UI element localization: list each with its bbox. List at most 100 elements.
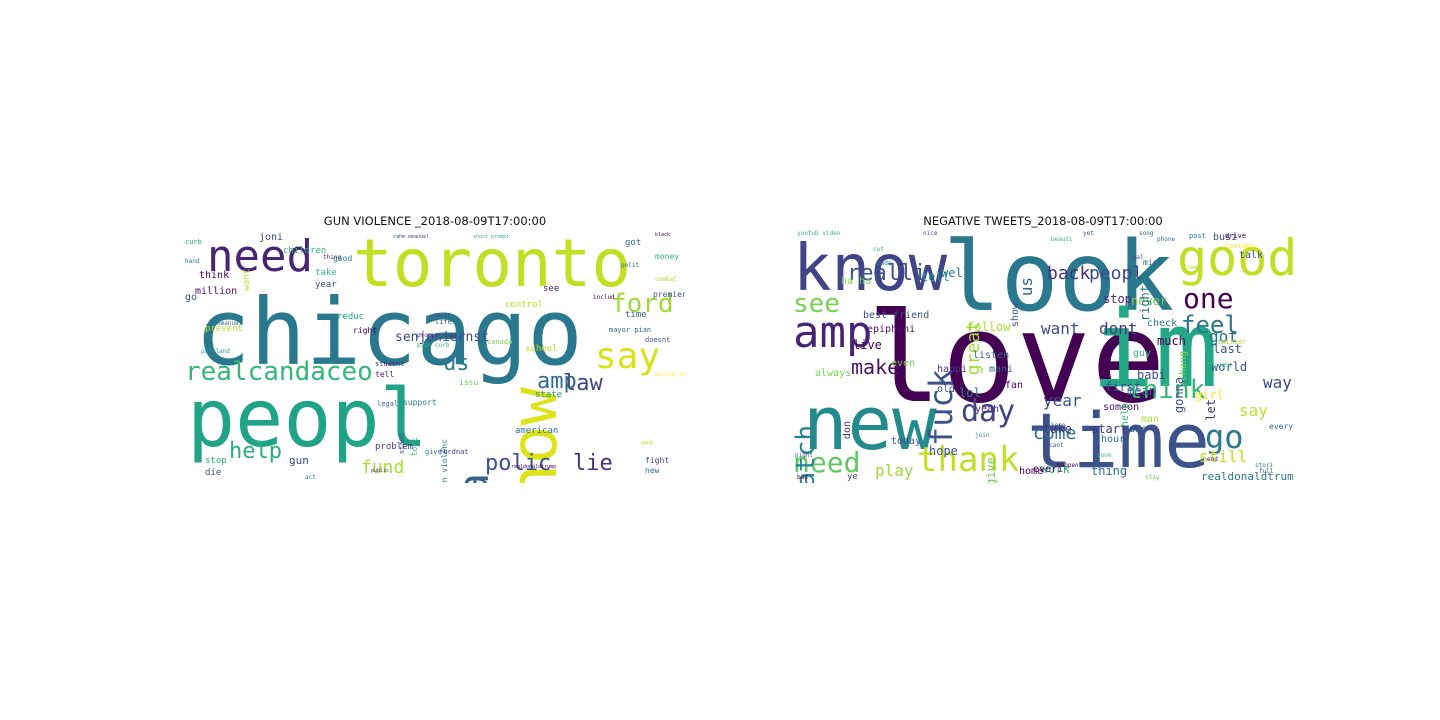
cloud-word: amp (537, 369, 577, 394)
cloud-word: day (961, 394, 1016, 429)
cloud-word: chicago (195, 279, 583, 386)
cloud-word: play (875, 461, 914, 480)
cloud-word: first (1105, 380, 1142, 394)
cloud-word: say (1239, 401, 1268, 420)
cloud-word: american (515, 426, 559, 436)
cloud-word: epiphani (867, 324, 916, 335)
cloud-word: miss (1143, 258, 1163, 267)
cloud-word: reduc (337, 312, 365, 322)
word-cloud: love im look time new know good amp fuck thank nee… (793, 229, 1293, 483)
cloud-word: beauti (1051, 236, 1073, 243)
cloud-word: phone (1157, 236, 1176, 243)
cloud-word: busi (1213, 232, 1238, 243)
cloud-word: amp (793, 307, 873, 358)
cloud-word: cant (1049, 442, 1064, 449)
cloud-word: go (185, 292, 198, 303)
cloud-word: know (793, 232, 948, 306)
cloud-word: night (795, 452, 814, 459)
cloud-word: check (1147, 318, 1178, 329)
cloud-word: toronto (353, 229, 632, 302)
cloud-word: children (283, 246, 327, 256)
cloud-word: realli (847, 261, 927, 286)
cloud-word: student (375, 360, 405, 368)
cloud-word: cut (873, 246, 884, 253)
cloud-word: rahm emanuel (393, 234, 430, 240)
cloud-word: state (535, 390, 563, 400)
cloud-word: always (815, 368, 852, 379)
cloud-word: polic (485, 451, 552, 476)
cloud-word: happen (1057, 462, 1079, 469)
cloud-word: realcandaceo (185, 357, 373, 387)
cloud-word: free (1183, 264, 1198, 271)
cloud-word: doesnt (645, 336, 671, 344)
cloud-word: one (1183, 282, 1234, 315)
cloud-word: fight (645, 456, 670, 465)
cloud-word: stay (1145, 474, 1160, 481)
cloud-word: home (1019, 466, 1044, 477)
cloud-word: got (1209, 327, 1238, 346)
cloud-word: made (877, 260, 892, 267)
cloud-word: im (1091, 288, 1219, 411)
cloud-word: need (207, 231, 313, 282)
cloud-word: good (333, 254, 353, 263)
cloud-word: combat (655, 276, 677, 283)
cloud-word: want (242, 269, 252, 291)
cloud-word: mani (989, 364, 1014, 375)
cloud-word: includ (593, 294, 615, 301)
cloud-word: go (1205, 418, 1244, 456)
cloud-word: lol (959, 386, 981, 400)
cloud-word: listen (973, 350, 1010, 361)
cloud-word: realdonaldtrump (511, 464, 557, 470)
cloud-word: come (1033, 423, 1077, 444)
cloud-word: parkland (201, 348, 230, 355)
cloud-word: act (305, 474, 316, 481)
cloud-word: million dollar (655, 372, 685, 378)
cloud-word: gun violenc (440, 439, 449, 483)
cloud-word: man (1141, 414, 1160, 425)
cloud-word: take (1043, 422, 1072, 436)
cloud-word: time (1027, 396, 1211, 483)
cloud-word: new (803, 381, 937, 467)
cloud-word: youtub video (797, 230, 841, 237)
cloud-word: prompt rane (417, 332, 457, 339)
cloud-word: think (1127, 375, 1206, 405)
cloud-word: year (1043, 391, 1082, 410)
cloud-word: best friend (863, 310, 930, 321)
cloud-word: much (1157, 334, 1186, 348)
cloud-word: time (625, 310, 647, 320)
cloud-word: show (1010, 303, 1021, 328)
cloud-word: back (1047, 263, 1091, 284)
cloud-word: tell (921, 270, 950, 284)
cloud-word: fordnat (439, 448, 469, 456)
cloud-word: issu (459, 378, 479, 387)
cloud-word: public (371, 468, 390, 474)
cloud-word: soon (1097, 452, 1112, 459)
cloud-word: never (1131, 294, 1168, 308)
cloud-word: follow (967, 320, 1011, 334)
cloud-word: want (1041, 319, 1080, 338)
cloud-word: die (205, 468, 222, 478)
cloud-word: someon (1103, 402, 1140, 413)
cloud-word: give (984, 457, 998, 483)
cloud-word: live (853, 338, 882, 352)
cloud-word: legal (377, 400, 399, 408)
cloud-word: world (1211, 360, 1248, 374)
cloud-word: take (315, 268, 337, 278)
cloud-word: end (1207, 456, 1218, 463)
cloud-word: million (195, 286, 238, 297)
cloud-word: thought (1207, 362, 1233, 369)
cloud-word: gonna (1172, 377, 1186, 414)
cloud-word: dont (1099, 319, 1138, 338)
cloud-word: gun (289, 454, 309, 467)
cloud-word: even (891, 358, 916, 369)
cloud-word: chang (1178, 351, 1189, 382)
cloud-word: see (793, 289, 840, 319)
cloud-word: gang (641, 440, 654, 446)
cloud-word: last (1213, 342, 1242, 356)
cloud-word: mayor (433, 312, 452, 319)
cloud-word: today (891, 436, 922, 447)
cloud-word: don (842, 421, 853, 440)
cloud-word: say (595, 336, 661, 377)
cloud-word: feel (1181, 311, 1239, 339)
